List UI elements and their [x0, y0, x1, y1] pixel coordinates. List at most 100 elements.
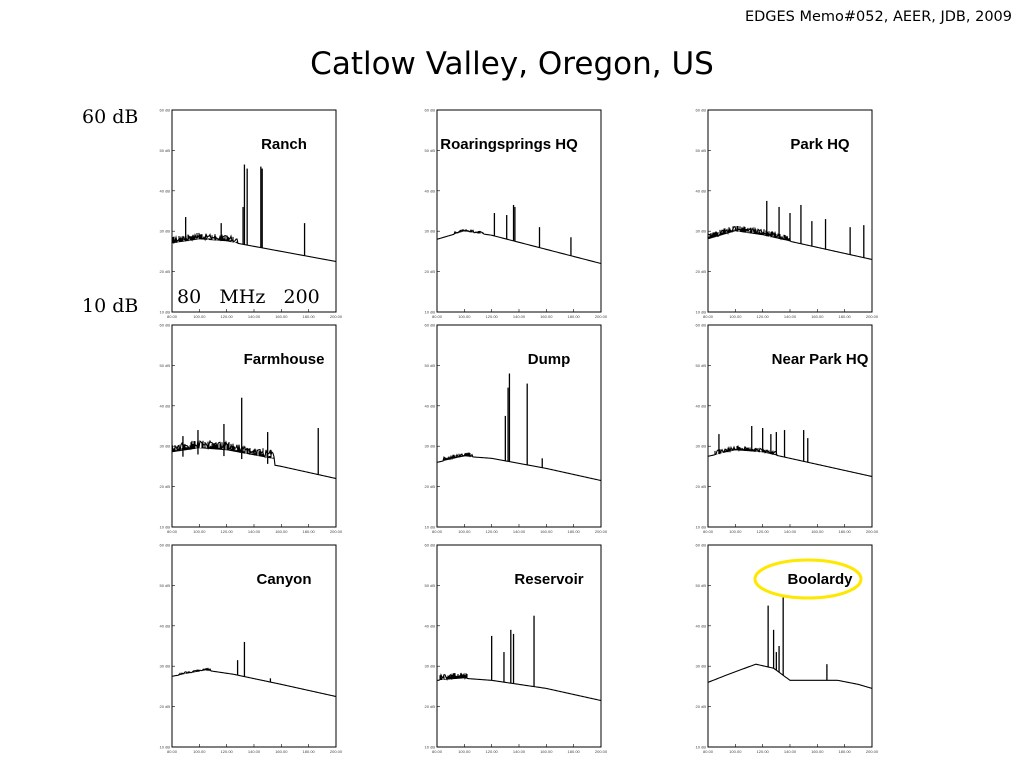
plot-frame — [171, 544, 337, 748]
x-tick-label: 200.00 — [595, 529, 608, 534]
spectrum-panel: 10 dB 20 dB 30 dB 40 dB 50 dB 60 dB 80.00 100.0… — [425, 543, 608, 755]
x-tick-label: 120.00 — [221, 314, 234, 319]
x-tick-label: 160.00 — [275, 529, 288, 534]
x-tick-label: 120.00 — [757, 749, 770, 754]
panel-title: Dump — [528, 351, 571, 368]
y-tick-label: 30 dB — [160, 229, 171, 234]
y-tick-label: 30 dB — [160, 664, 171, 669]
x-tick-label: 100.00 — [193, 314, 206, 319]
page-title: Catlow Valley, Oregon, US — [310, 46, 714, 82]
y-tick-label: 20 dB — [160, 484, 171, 489]
spectrum-panel: 10 dB 20 dB 30 dB 40 dB 50 dB 60 dB 80.00 100.0… — [696, 543, 879, 755]
x-tick-label: 180.00 — [303, 749, 316, 754]
y-tick-label: 20 dB — [160, 269, 171, 274]
y-tick-label: 40 dB — [425, 188, 436, 193]
y-tick-label: 50 dB — [160, 148, 171, 153]
x-tick-label: 140.00 — [248, 749, 261, 754]
spectrum-trace — [436, 672, 602, 702]
y-tick-label: 40 dB — [696, 623, 707, 628]
x-tick-label: 180.00 — [568, 749, 581, 754]
y-tick-label: 40 dB — [160, 623, 171, 628]
x-tick-label: 160.00 — [540, 314, 553, 319]
y-tick-label: 30 dB — [696, 444, 707, 449]
spectrum-trace — [436, 228, 602, 265]
spectrum-panel: 10 dB 20 dB 30 dB 40 dB 50 dB 60 dB 80.00 100.0… — [696, 323, 879, 535]
spectrum-panel: 10 dB 20 dB 30 dB 40 dB 50 dB 60 dB 80.00 100.0… — [160, 323, 343, 535]
x-tick-label: 180.00 — [839, 314, 852, 319]
y-tick-label: 40 dB — [696, 403, 707, 408]
panel-title: Farmhouse — [244, 351, 325, 368]
x-tick-label: 200.00 — [866, 749, 879, 754]
plot-frame — [707, 324, 873, 528]
y-tick-label: 50 dB — [696, 363, 707, 368]
x-tick-label: 80.00 — [432, 314, 443, 319]
y-tick-label: 40 dB — [425, 403, 436, 408]
spectrum-panel: 10 dB 20 dB 30 dB 40 dB 50 dB 60 dB 80.00 100.0… — [425, 108, 608, 320]
y-tick-label: 30 dB — [160, 444, 171, 449]
y-tick-label: 40 dB — [160, 188, 171, 193]
y-tick-label: 40 dB — [425, 623, 436, 628]
x-tick-label: 200.00 — [595, 314, 608, 319]
x-tick-label: 100.00 — [729, 749, 742, 754]
y-tick-label: 10 dB — [425, 525, 436, 530]
x-tick-label: 120.00 — [757, 529, 770, 534]
x-tick-label: 80.00 — [167, 529, 178, 534]
y-tick-label: 30 dB — [425, 444, 436, 449]
plot-frame — [171, 109, 337, 313]
x-tick-label: 120.00 — [486, 529, 499, 534]
y-tick-label: 60 dB — [696, 108, 707, 113]
plot-frame — [436, 544, 602, 748]
y-tick-label: 10 dB — [425, 310, 436, 315]
x-tick-label: 100.00 — [458, 314, 471, 319]
x-tick-label: 140.00 — [248, 529, 261, 534]
x-tick-label: 120.00 — [221, 749, 234, 754]
y-tick-label: 10 dB — [696, 745, 707, 750]
x-tick-label: 160.00 — [811, 529, 824, 534]
x-tick-label: 160.00 — [811, 749, 824, 754]
y-tick-label: 50 dB — [160, 583, 171, 588]
x-tick-label: 140.00 — [248, 314, 261, 319]
y-tick-label: 30 dB — [425, 229, 436, 234]
spectrum-panel: 10 dB 20 dB 30 dB 40 dB 50 dB 60 dB 80.00 100.0… — [696, 108, 879, 320]
y-tick-label: 60 dB — [425, 108, 436, 113]
x-tick-label: 140.00 — [784, 314, 797, 319]
y-tick-label: 30 dB — [696, 229, 707, 234]
panel-title: Ranch — [261, 136, 307, 153]
panel-title: Canyon — [256, 571, 311, 588]
x-tick-label: 180.00 — [839, 529, 852, 534]
x-tick-label: 120.00 — [486, 749, 499, 754]
spectrum-trace — [171, 439, 337, 480]
plot-frame — [436, 324, 602, 528]
x-tick-label: 160.00 — [275, 749, 288, 754]
x-tick-label: 160.00 — [275, 314, 288, 319]
y-tick-label: 10 dB — [160, 745, 171, 750]
x-tick-label: 160.00 — [540, 749, 553, 754]
x-tick-label: 100.00 — [458, 529, 471, 534]
x-tick-label: 120.00 — [486, 314, 499, 319]
spectrum-trace — [707, 663, 873, 689]
panel-title: Near Park HQ — [772, 351, 869, 368]
x-tick-label: 140.00 — [513, 314, 526, 319]
spectrum-trace — [436, 452, 602, 482]
x-tick-label: 200.00 — [330, 749, 343, 754]
panel-title: Boolardy — [787, 571, 853, 588]
x-axis-end: 200 — [283, 286, 320, 308]
highlight-ellipse — [753, 558, 863, 600]
y-tick-label: 20 dB — [696, 704, 707, 709]
x-tick-label: 100.00 — [193, 529, 206, 534]
x-tick-label: 100.00 — [729, 529, 742, 534]
y-tick-label: 30 dB — [425, 664, 436, 669]
spectrum-panel: 10 dB 20 dB 30 dB 40 dB 50 dB 60 dB 80.00 100.0… — [425, 323, 608, 535]
x-tick-label: 80.00 — [703, 749, 714, 754]
x-tick-label: 200.00 — [866, 314, 879, 319]
x-tick-label: 200.00 — [595, 749, 608, 754]
x-axis-unit: MHz — [219, 286, 266, 308]
x-tick-label: 80.00 — [432, 749, 443, 754]
x-axis-label: 80 MHz 200 — [177, 286, 320, 308]
x-tick-label: 80.00 — [167, 314, 178, 319]
y-tick-label: 10 dB — [696, 525, 707, 530]
x-tick-label: 80.00 — [703, 314, 714, 319]
spectrum-panel: 10 dB 20 dB 30 dB 40 dB 50 dB 60 dB 80.00 100.0… — [160, 543, 343, 755]
y-tick-label: 50 dB — [696, 583, 707, 588]
x-tick-label: 160.00 — [540, 529, 553, 534]
